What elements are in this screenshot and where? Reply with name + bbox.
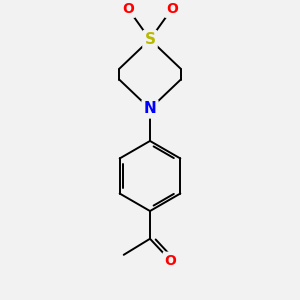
Text: O: O bbox=[164, 254, 176, 268]
Text: O: O bbox=[166, 2, 178, 16]
Text: N: N bbox=[144, 101, 156, 116]
Text: O: O bbox=[122, 2, 134, 16]
Text: S: S bbox=[145, 32, 155, 47]
